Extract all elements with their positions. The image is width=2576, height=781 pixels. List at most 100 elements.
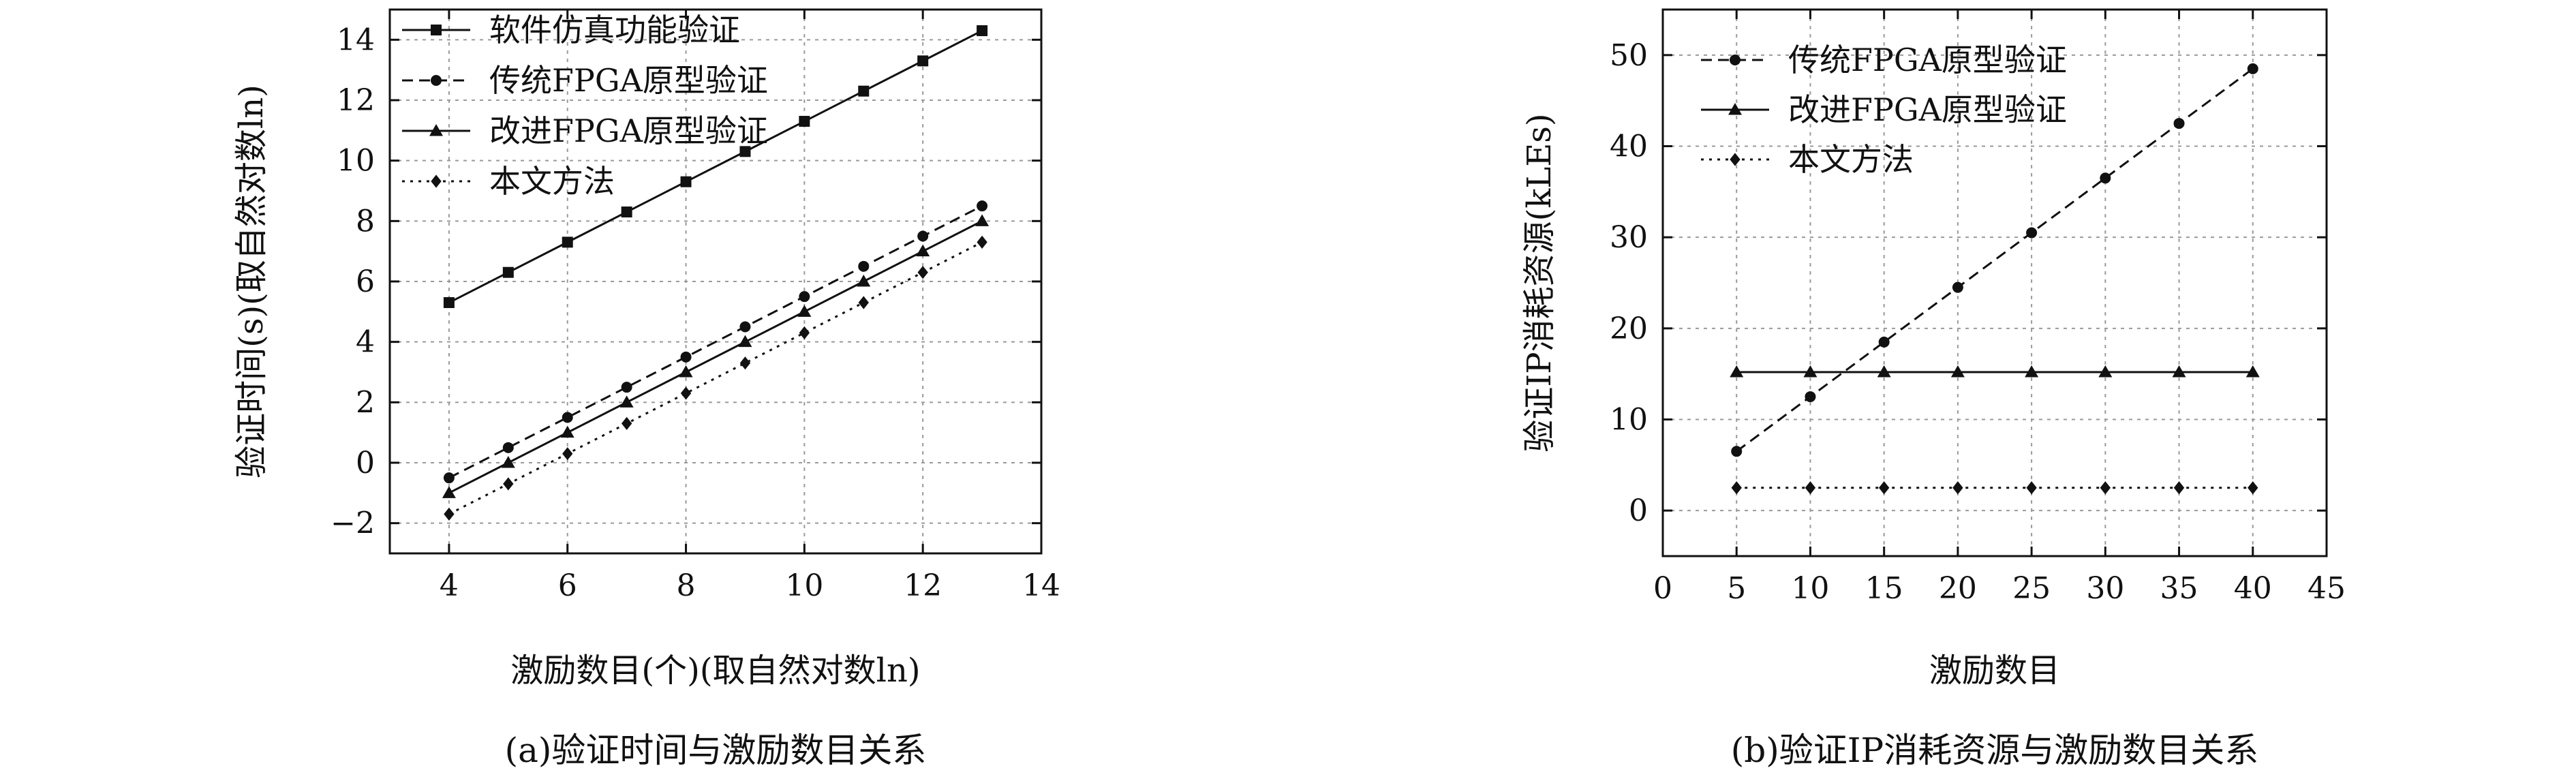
data-point [1877, 365, 1891, 378]
data-point [977, 25, 988, 37]
data-point [680, 176, 692, 187]
data-point [1731, 446, 1743, 457]
data-point [2173, 481, 2185, 495]
data-point [797, 305, 812, 317]
series-line [1736, 67, 2254, 453]
x-tick-label: 14 [1022, 568, 1060, 603]
data-point [621, 382, 632, 393]
chart-panel-b: 0 5 10 15 20 25 30 35 40 45 0 10 20 30 40 50 传统FPGA原型验证改… [1288, 0, 2576, 781]
data-point [621, 206, 632, 218]
x-tick-label: 12 [904, 568, 942, 603]
series-line [448, 241, 983, 515]
chart-caption: (a)验证时间与激励数目关系 [505, 731, 927, 770]
data-point [2098, 365, 2113, 378]
y-axis-title: 验证IP消耗资源(kLEs) [1520, 113, 1559, 452]
legend-marker [431, 25, 442, 35]
y-tick-label: 12 [337, 83, 375, 118]
data-point [2100, 172, 2111, 184]
data-point [917, 55, 929, 67]
data-point [858, 260, 870, 272]
data-point [2172, 365, 2186, 378]
data-point [1803, 365, 1818, 378]
data-point [799, 291, 810, 303]
legend-marker [429, 124, 443, 136]
data-point [917, 230, 929, 242]
data-point [858, 85, 870, 97]
chart-caption: (b)验证IP消耗资源与激励数目关系 [1731, 731, 2258, 770]
series-b-3 [1731, 481, 2258, 495]
data-point [1878, 336, 1890, 348]
legend-label: 传统FPGA原型验证 [1788, 42, 2067, 78]
data-point [2025, 365, 2039, 378]
data-point [917, 266, 928, 279]
y-tick-label: 2 [356, 385, 375, 420]
x-axis-title: 激励数目(个)(取自然对数ln) [510, 652, 920, 690]
data-point [442, 486, 456, 498]
data-point [562, 447, 573, 461]
legend-marker [1728, 103, 1742, 115]
data-point [799, 326, 810, 339]
x-tick-label: 45 [2307, 571, 2346, 606]
chart-b-svg: 0 5 10 15 20 25 30 35 40 45 0 10 20 30 40 50 传统FPGA原型验证改… [1520, 8, 2346, 770]
data-point [562, 236, 573, 248]
data-point [739, 356, 751, 370]
plot-frame-b [1661, 8, 2328, 557]
data-point [2247, 63, 2258, 74]
data-point [916, 244, 930, 257]
y-axis-title: 验证时间(s)(取自然对数ln) [232, 85, 271, 478]
data-point [2248, 481, 2258, 495]
data-point [739, 146, 751, 157]
y-tick-label: 30 [1610, 220, 1648, 255]
data-point [443, 472, 455, 484]
y-tick-label: 10 [337, 144, 375, 179]
data-point [2026, 227, 2038, 239]
data-point [1952, 281, 1963, 293]
data-point [444, 507, 455, 521]
legend-marker [1730, 55, 1741, 65]
series-b-2 [1730, 365, 2260, 378]
y-tick-label: 20 [1610, 311, 1648, 346]
series-a-1 [443, 25, 988, 309]
data-point [977, 200, 988, 212]
data-point [2100, 481, 2111, 495]
legend-label: 改进FPGA原型验证 [1788, 91, 2067, 128]
x-tick-label: 20 [1939, 571, 1977, 606]
x-tick-label: 25 [2012, 571, 2051, 606]
data-point [738, 335, 752, 348]
legend-marker [1730, 153, 1741, 166]
legend-label: 传统FPGA原型验证 [489, 62, 768, 99]
chart-panel-a: 4 6 8 10 12 14 −2 0 2 4 6 8 10 12 14 软件仿真功能验证 传统FPGA原型验证… [232, 8, 1060, 770]
data-point [680, 351, 692, 363]
data-point [502, 266, 514, 278]
data-point [1950, 365, 1965, 378]
data-point [1730, 365, 1744, 378]
data-point [502, 442, 514, 453]
series-a-4 [444, 235, 987, 521]
series-a-3 [442, 214, 990, 498]
legend-label: 本文方法 [489, 163, 615, 200]
data-point [679, 365, 693, 378]
x-tick-label: 10 [785, 568, 823, 603]
data-point [1952, 481, 1963, 495]
data-point [1878, 481, 1890, 495]
x-tick-label: 5 [1727, 571, 1746, 606]
data-point [560, 425, 574, 438]
y-tick-label: 8 [356, 204, 375, 239]
series-b-1 [1731, 63, 2258, 457]
y-tick-label: 50 [1610, 38, 1648, 73]
legend-label: 本文方法 [1788, 141, 1914, 178]
x-tick-label: 35 [2160, 571, 2198, 606]
x-tick-label: 6 [558, 568, 577, 603]
series-line [448, 29, 983, 304]
data-point [1805, 481, 1816, 495]
x-tick-label: 30 [2086, 571, 2124, 606]
data-point [1731, 481, 1742, 495]
data-point [2026, 481, 2037, 495]
x-tick-label: 15 [1865, 571, 1903, 606]
data-point [739, 321, 751, 333]
data-point [975, 214, 990, 226]
x-tick-label: 10 [1791, 571, 1829, 606]
x-tick-label: 40 [2234, 571, 2272, 606]
